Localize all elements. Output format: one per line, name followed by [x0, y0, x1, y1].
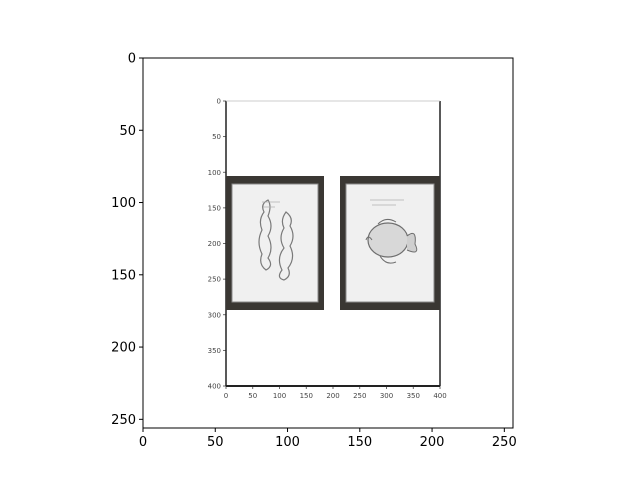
- inner-y-axis-ticks: 0 50 100 150 200 250 300 350 400: [208, 98, 226, 391]
- inner-x-tick-label: 0: [224, 392, 228, 400]
- fish-sketch-body: [367, 222, 409, 258]
- plot-area: [143, 58, 513, 428]
- x-tick-label: 200: [420, 435, 445, 450]
- inner-y-tick-label: 200: [208, 240, 221, 248]
- axes-frame: [142, 57, 514, 429]
- y-tick-label: 50: [119, 124, 136, 139]
- fish-sketch-tail: [406, 232, 418, 253]
- inner-y-tick-label: 50: [212, 133, 221, 141]
- x-axis-ticks: 0 50 100 150 200 250: [139, 428, 517, 450]
- seahorse-sketch-right: [278, 211, 294, 281]
- inner-y-tick-label: 400: [208, 383, 221, 391]
- inner-x-tick-label: 400: [433, 392, 446, 400]
- framed-print-right: [340, 176, 440, 310]
- embedded-plot-image: 0 50 100 150 200 250 300 350 400 0 50 100 150 200 250…: [208, 98, 447, 401]
- y-tick-label: 0: [128, 52, 136, 67]
- print-caption-right: [370, 199, 404, 206]
- inner-x-tick-label: 100: [273, 392, 286, 400]
- inner-x-tick-label: 200: [326, 392, 339, 400]
- seahorse-sketch-left: [258, 199, 272, 271]
- x-tick-label: 250: [492, 435, 517, 450]
- inner-x-tick-label: 300: [380, 392, 393, 400]
- x-tick-label: 0: [139, 435, 147, 450]
- inner-y-tick-label: 150: [208, 204, 221, 212]
- framed-print-left: [226, 176, 324, 310]
- x-tick-label: 100: [275, 435, 300, 450]
- picture-mat: [231, 183, 319, 303]
- y-axis-ticks: 0 50 100 150 200 250: [111, 52, 143, 428]
- inner-y-tick-label: 250: [208, 276, 221, 284]
- main-axes: 0 50 100 150 200 250 0 50 100 150 200 250: [111, 52, 517, 451]
- y-tick-label: 150: [111, 268, 136, 283]
- inner-y-tick-label: 300: [208, 311, 221, 319]
- inner-x-axis-ticks: 0 50 100 150 200 250 300 350 400: [224, 386, 447, 400]
- inner-x-tick-label: 50: [248, 392, 257, 400]
- x-tick-label: 50: [207, 435, 224, 450]
- y-tick-label: 200: [111, 341, 136, 356]
- inner-y-tick-label: 100: [208, 169, 221, 177]
- inner-x-tick-label: 150: [300, 392, 313, 400]
- inner-y-tick-label: 350: [208, 347, 221, 355]
- x-tick-label: 150: [347, 435, 372, 450]
- inner-x-tick-label: 250: [353, 392, 366, 400]
- inner-y-tick-label: 0: [217, 98, 221, 106]
- y-tick-label: 250: [111, 413, 136, 428]
- inner-x-tick-label: 350: [407, 392, 420, 400]
- print-caption-left: [262, 201, 280, 208]
- fish-sketch-fins: [365, 218, 397, 264]
- y-tick-label: 100: [111, 196, 136, 211]
